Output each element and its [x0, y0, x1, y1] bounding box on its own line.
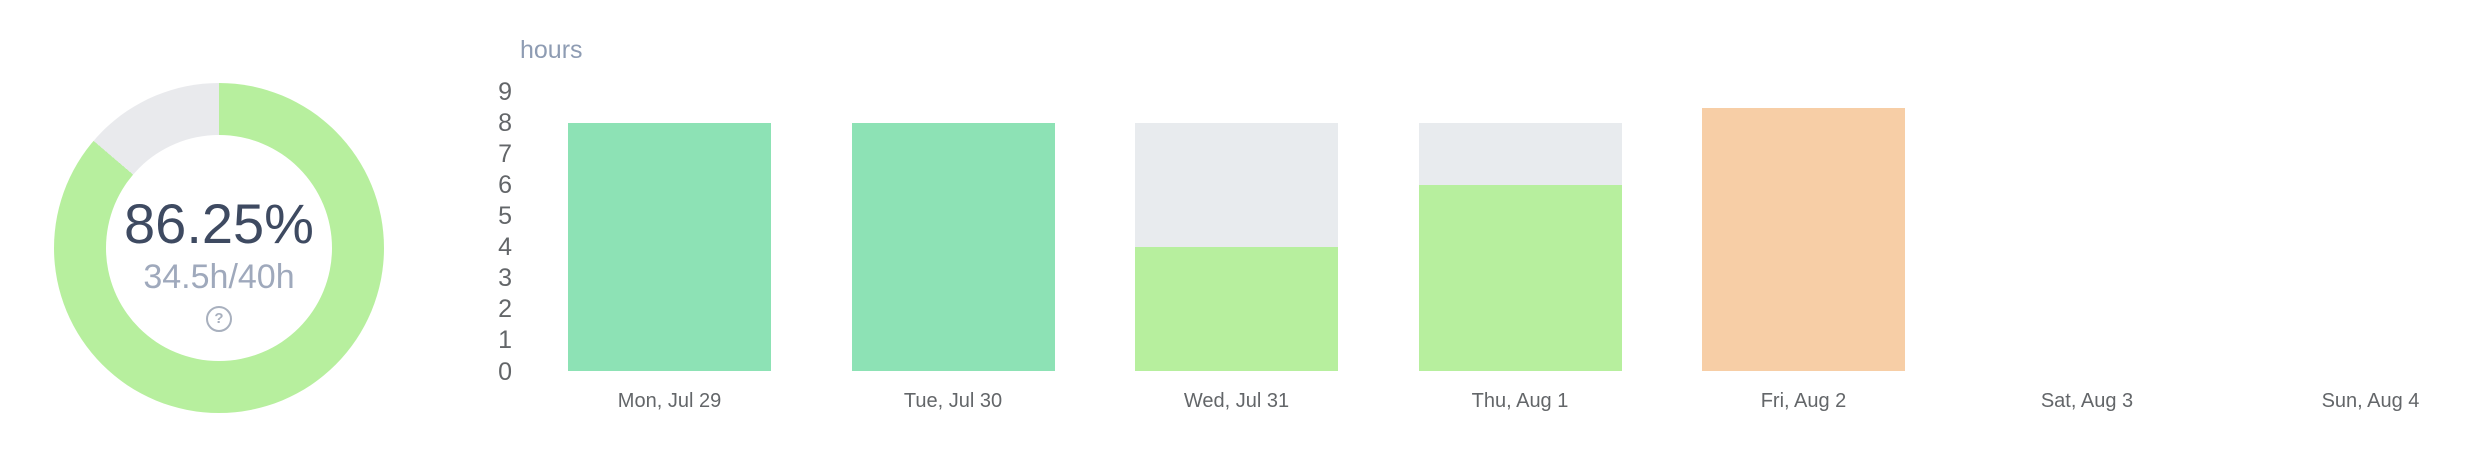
y-tick-label: 6 [498, 171, 512, 200]
x-axis-day-label: Wed, Jul 31 [1183, 390, 1290, 412]
progress-percent: 86.25% [124, 192, 314, 256]
y-tick-label: 5 [498, 202, 512, 231]
y-axis-title: hours [520, 36, 583, 64]
x-axis-day-label: Mon, Jul 29 [617, 390, 722, 412]
tracked-hours-bar-segment [1418, 185, 1622, 372]
y-tick-label: 0 [498, 357, 512, 386]
progress-hours-fraction: 34.5h/40h [143, 257, 295, 296]
x-axis-day-label: Sun, Aug 4 [2321, 390, 2420, 412]
missing-hours-bar-segment [1135, 123, 1338, 248]
tracked-hours-bar-segment [1135, 247, 1338, 372]
donut-center: 86.25% 34.5h/40h ? [106, 135, 332, 361]
x-axis-day-label: Fri, Aug 2 [1760, 390, 1847, 412]
tracked-hours-bar-segment [851, 123, 1055, 372]
y-tick-label: 4 [498, 233, 512, 262]
weekly-progress-donut: 86.25% 34.5h/40h ? [54, 83, 384, 413]
tracked-hours-bar-segment [1702, 107, 1905, 372]
missing-hours-bar-segment [1418, 123, 1622, 186]
tracked-hours-bar-segment [568, 123, 771, 372]
y-tick-label: 1 [498, 326, 512, 355]
y-tick-label: 3 [498, 264, 512, 293]
x-axis-day-label: Sat, Aug 3 [2040, 390, 2134, 412]
help-icon[interactable]: ? [206, 305, 232, 332]
y-tick-label: 7 [498, 140, 512, 169]
y-tick-label: 2 [498, 295, 512, 324]
x-axis-day-label: Tue, Jul 30 [903, 390, 1003, 412]
y-tick-label: 9 [498, 78, 512, 107]
x-axis-day-label: Thu, Aug 1 [1471, 390, 1569, 412]
y-tick-label: 8 [498, 109, 512, 138]
